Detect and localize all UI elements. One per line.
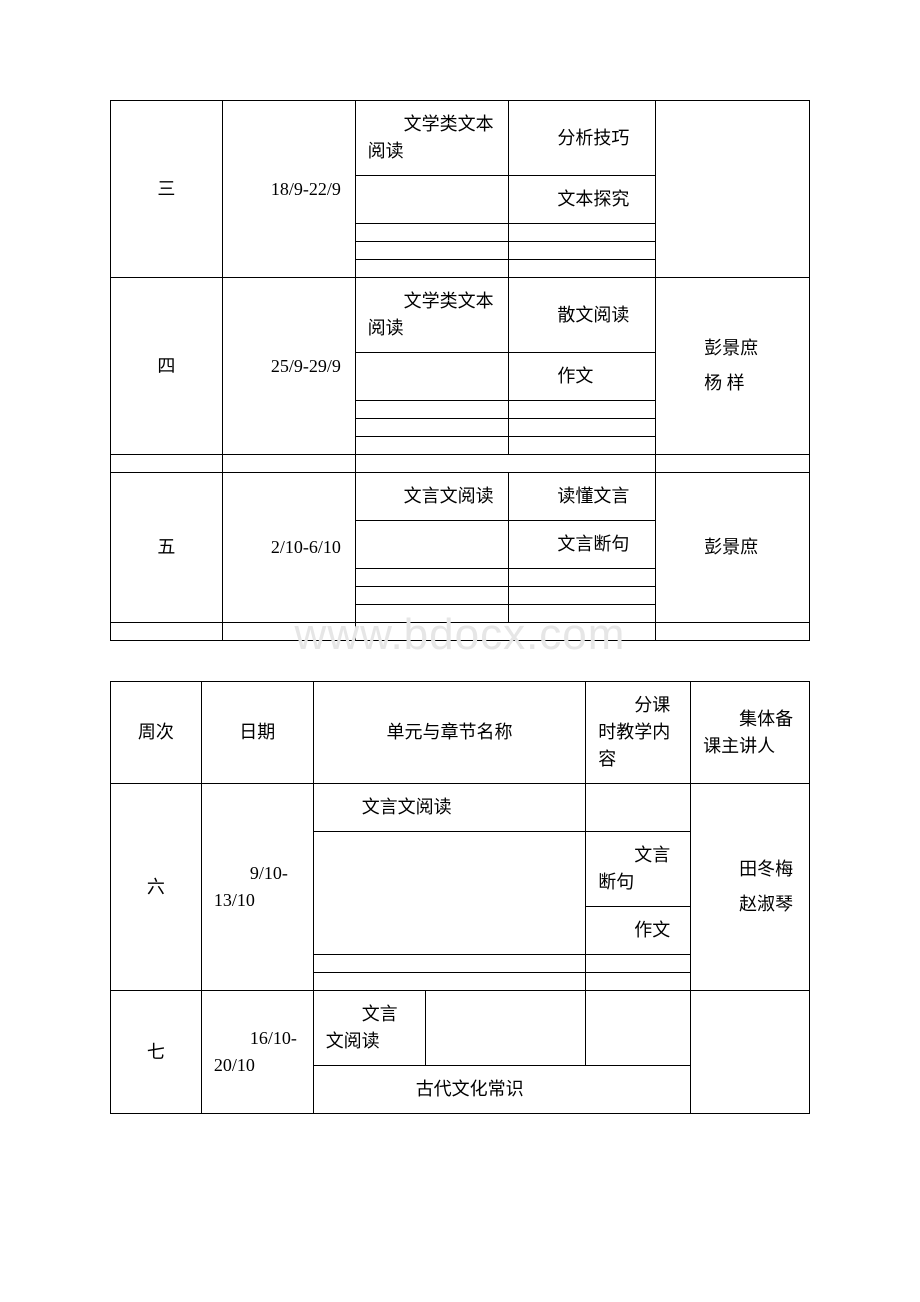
topic-cell: 古代文化常识 xyxy=(313,1066,690,1114)
empty-cell xyxy=(586,991,691,1066)
unit-cell xyxy=(355,353,509,401)
empty-cell xyxy=(509,260,656,278)
empty-cell xyxy=(509,587,656,605)
empty-cell xyxy=(355,260,509,278)
empty-cell xyxy=(586,955,691,973)
empty-cell xyxy=(425,991,586,1066)
speaker-cell: 田冬梅 赵淑琴 xyxy=(691,784,810,991)
empty-cell xyxy=(656,455,810,473)
empty-cell xyxy=(111,455,223,473)
topic-cell: 文言断句 xyxy=(586,832,691,907)
empty-cell xyxy=(355,623,656,641)
empty-cell xyxy=(509,401,656,419)
empty-cell xyxy=(355,605,509,623)
topic-cell xyxy=(586,784,691,832)
topic-cell: 分析技巧 xyxy=(509,101,656,176)
empty-cell xyxy=(586,973,691,991)
speaker-cell: 彭景庶 xyxy=(656,473,810,623)
table-row: 三 18/9-22/9 文学类文本阅读 分析技巧 xyxy=(111,101,810,176)
unit-cell: 文言文阅读 xyxy=(355,473,509,521)
week-cell: 四 xyxy=(111,278,223,455)
header-week: 周次 xyxy=(111,682,202,784)
topic-cell: 散文阅读 xyxy=(509,278,656,353)
header-date: 日期 xyxy=(201,682,313,784)
empty-cell xyxy=(355,455,656,473)
empty-cell xyxy=(355,437,509,455)
unit-cell xyxy=(355,176,509,224)
table-row: 六 9/10-13/10 文言文阅读 田冬梅 赵淑琴 xyxy=(111,784,810,832)
header-speaker: 集体备课主讲人 xyxy=(691,682,810,784)
empty-cell xyxy=(509,569,656,587)
empty-cell xyxy=(355,401,509,419)
unit-cell: 文学类文本阅读 xyxy=(355,278,509,353)
date-cell: 2/10-6/10 xyxy=(222,473,355,623)
table-row xyxy=(111,623,810,641)
week-cell: 六 xyxy=(111,784,202,991)
table-row: 五 2/10-6/10 文言文阅读 读懂文言 彭景庶 xyxy=(111,473,810,521)
empty-cell xyxy=(509,419,656,437)
week-cell: 七 xyxy=(111,991,202,1114)
topic-cell: 读懂文言 xyxy=(509,473,656,521)
unit-cell: 文言文阅读 xyxy=(313,991,425,1066)
table-row xyxy=(111,455,810,473)
date-cell: 18/9-22/9 xyxy=(222,101,355,278)
topic-cell: 作文 xyxy=(509,353,656,401)
topic-cell: 文本探究 xyxy=(509,176,656,224)
header-unit: 单元与章节名称 xyxy=(313,682,586,784)
table-row: 四 25/9-29/9 文学类文本阅读 散文阅读 彭景庶 杨 样 xyxy=(111,278,810,353)
empty-cell xyxy=(355,419,509,437)
speaker-cell xyxy=(656,101,810,278)
table-row: 七 16/10-20/10 文言文阅读 xyxy=(111,991,810,1066)
unit-cell: 文言文阅读 xyxy=(313,784,586,832)
date-cell: 25/9-29/9 xyxy=(222,278,355,455)
speaker-cell: 彭景庶 杨 样 xyxy=(656,278,810,455)
topic-cell: 作文 xyxy=(586,907,691,955)
empty-cell xyxy=(313,955,586,973)
empty-cell xyxy=(111,623,223,641)
week-cell: 五 xyxy=(111,473,223,623)
empty-cell xyxy=(509,437,656,455)
date-cell: 9/10-13/10 xyxy=(201,784,313,991)
speaker-cell xyxy=(691,991,810,1114)
date-cell: 16/10-20/10 xyxy=(201,991,313,1114)
schedule-table-2: 周次 日期 单元与章节名称 分课时教学内容 集体备课主讲人 六 9/10-13/… xyxy=(110,681,810,1114)
unit-cell xyxy=(313,832,586,955)
header-content: 分课时教学内容 xyxy=(586,682,691,784)
schedule-table-1: 三 18/9-22/9 文学类文本阅读 分析技巧 文本探究 四 25/9-29/… xyxy=(110,100,810,641)
week-cell: 三 xyxy=(111,101,223,278)
empty-cell xyxy=(313,973,586,991)
empty-cell xyxy=(509,242,656,260)
empty-cell xyxy=(222,455,355,473)
unit-cell: 文学类文本阅读 xyxy=(355,101,509,176)
empty-cell xyxy=(509,605,656,623)
empty-cell xyxy=(509,224,656,242)
empty-cell xyxy=(222,623,355,641)
table-header-row: 周次 日期 单元与章节名称 分课时教学内容 集体备课主讲人 xyxy=(111,682,810,784)
empty-cell xyxy=(355,242,509,260)
empty-cell xyxy=(355,587,509,605)
unit-cell xyxy=(355,521,509,569)
topic-cell: 文言断句 xyxy=(509,521,656,569)
empty-cell xyxy=(355,569,509,587)
empty-cell xyxy=(355,224,509,242)
empty-cell xyxy=(656,623,810,641)
